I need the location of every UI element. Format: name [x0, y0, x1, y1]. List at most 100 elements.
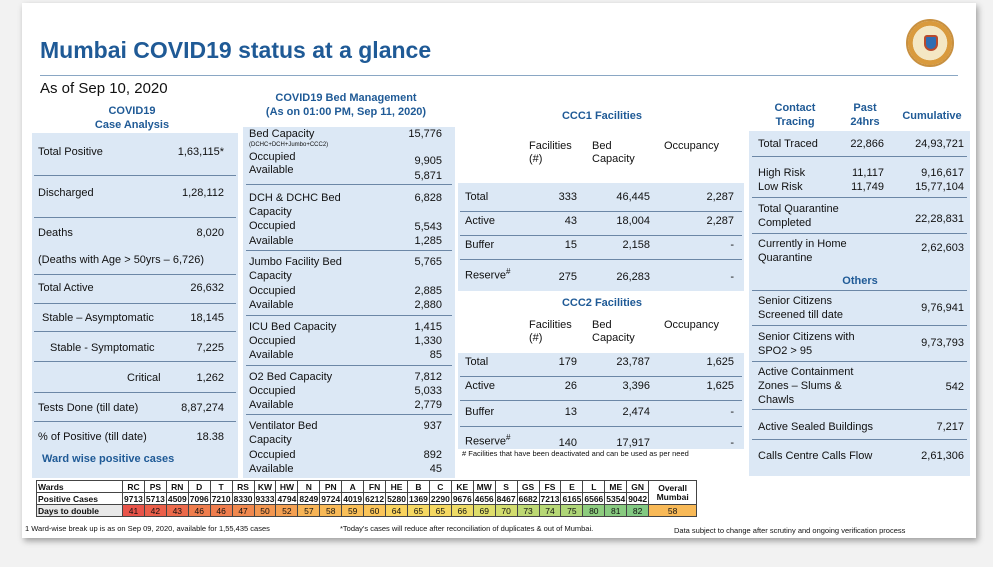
case-row-label: Discharged	[38, 187, 94, 199]
case-row-label: % of Positive (till date)	[38, 431, 147, 443]
ward-positive-cell: 9333	[253, 492, 277, 505]
ccc2-row-bed: 2,474	[622, 406, 650, 418]
ward-positive-cell: 7096	[187, 492, 211, 505]
ccc1-row-divider	[460, 259, 742, 260]
ward-positive-cell: 2290	[428, 492, 452, 505]
case-row-label: (Deaths with Age > 50yrs – 6,726)	[38, 254, 205, 266]
icu-available-label: Available	[249, 349, 294, 361]
ccc1-col-facilities: Facilities (#)	[529, 140, 572, 165]
icu-capacity-value: 1,415	[414, 321, 442, 333]
ward-name-cell: RN	[165, 480, 189, 493]
home-quarantine-label: Currently in Home Quarantine	[758, 238, 847, 264]
vent-occupied-label: Occupied	[249, 449, 296, 461]
ward-days-cell: 80	[582, 504, 606, 517]
ward-positive-cell: 7213	[538, 492, 562, 505]
jumbo-capacity-label-2: Capacity	[249, 270, 292, 282]
dch-capacity-label-2: Capacity	[249, 206, 292, 218]
total-traced-label: Total Traced	[758, 138, 818, 150]
ward-positive-cell: 5713	[143, 492, 167, 505]
jumbo-occupied-label: Occupied	[249, 285, 296, 297]
case-analysis-panel	[32, 133, 238, 478]
case-row-label: Total Positive	[38, 146, 103, 158]
ward-days-cell: 43	[165, 504, 189, 517]
ccc2-row-facilities: 26	[564, 380, 577, 392]
ward-positive-cell: 4794	[275, 492, 299, 505]
ward-name-cell: RC	[122, 480, 145, 493]
ccc1-row-divider	[460, 211, 742, 212]
ccc1-row-facilities: 15	[564, 239, 577, 251]
ward-positive-cell: 8249	[297, 492, 321, 505]
jumbo-capacity-label: Jumbo Facility Bed	[249, 256, 342, 268]
cumulative-heading: Cumulative	[902, 110, 962, 122]
high-risk-past: 11,117	[851, 167, 884, 179]
ccc2-row-divider	[460, 426, 742, 427]
total-traced-cum: 24,93,721	[915, 138, 964, 150]
ward-days-cell: 46	[187, 504, 211, 517]
ccc1-row-occupancy: -	[730, 271, 734, 283]
case-row-divider	[34, 217, 236, 218]
o2-capacity-label: O2 Bed Capacity	[249, 371, 333, 383]
ward-name-cell: ME	[604, 480, 628, 493]
ward-days-cell: 81	[604, 504, 628, 517]
case-row-divider	[34, 421, 236, 422]
ward-days-cell: 57	[297, 504, 321, 517]
ccc2-row-label: Total	[465, 356, 489, 368]
bed-management-heading: COVID19 Bed Management (As on 01:00 PM, …	[265, 92, 427, 118]
case-analysis-heading: COVID19 Case Analysis	[94, 105, 170, 131]
o2-available-value: 2,779	[414, 399, 442, 411]
ccc2-row-occupancy: -	[730, 437, 734, 449]
contact-tracing-panel	[749, 131, 970, 476]
municipal-emblem-icon	[906, 19, 954, 67]
ccc1-row-bed: 46,445	[616, 191, 650, 203]
ward-name-cell: RS	[231, 480, 255, 493]
ccc1-row-label: Active	[465, 215, 495, 227]
ward-days-cell: 65	[406, 504, 430, 517]
case-row-value: 1,262	[196, 372, 224, 384]
home-quarantine-cum: 2,62,603	[921, 242, 964, 254]
ccc2-row-label: Reserve#	[465, 433, 511, 448]
ward-positive-cell: 5354	[604, 492, 628, 505]
bed-capacity-value: 15,776	[408, 128, 442, 140]
ccc2-row-occupancy: 1,625	[706, 380, 734, 392]
ward-days-cell: 46	[209, 504, 233, 517]
ward-positive-cell: 5280	[385, 492, 408, 505]
ward-positive-cell: 9042	[626, 492, 650, 505]
dch-available-label: Available	[249, 235, 294, 247]
case-row-value: 8,87,274	[181, 402, 224, 414]
ward-wise-link[interactable]: Ward wise positive cases	[42, 453, 175, 465]
ccc1-row-facilities: 275	[558, 271, 577, 283]
dch-capacity-value: 6,828	[414, 192, 442, 204]
case-row-divider	[34, 274, 236, 275]
ward-positive-cell: 6566	[582, 492, 606, 505]
ccc1-row-label: Reserve#	[465, 267, 511, 282]
data-subject-footnote: Data subject to change after scrutiny an…	[674, 526, 906, 535]
ccc2-row-bed: 23,787	[616, 356, 650, 368]
ward-days-cell: 42	[143, 504, 167, 517]
vent-occupied-value: 892	[423, 449, 442, 461]
quarantine-cum: 22,28,831	[915, 213, 964, 225]
ccc1-row-facilities: 333	[558, 191, 577, 203]
ward-days-cell: 82	[626, 504, 650, 517]
ward-name-cell: D	[187, 480, 211, 493]
title-divider	[40, 75, 958, 76]
ccc1-col-bed: Bed Capacity	[592, 140, 635, 165]
ccc1-row-occupancy: -	[730, 239, 734, 251]
ccc1-row-bed: 2,158	[622, 239, 650, 251]
case-row-divider	[34, 175, 236, 176]
ward-name-cell: E	[560, 480, 584, 493]
low-risk-label: Low Risk	[758, 181, 803, 193]
ccc2-row-label: Active	[465, 380, 495, 392]
ccc2-row-facilities: 179	[558, 356, 577, 368]
ward-name-cell: N	[297, 480, 321, 493]
days-row-label: Days to double	[36, 504, 123, 517]
high-risk-cum: 9,16,617	[921, 167, 964, 179]
ward-name-cell: T	[209, 480, 233, 493]
case-row-label: Deaths	[38, 227, 73, 239]
ward-table: Wards RC PS RN D T RS KW HW N PN A FN HE B C KE MW S GS FS E L…	[36, 480, 698, 517]
ccc1-row-facilities: 43	[564, 215, 577, 227]
vent-available-value: 45	[429, 463, 442, 475]
icu-capacity-label: ICU Bed Capacity	[249, 321, 337, 333]
ward-days-cell: 50	[253, 504, 277, 517]
ward-name-cell: PN	[319, 480, 343, 493]
senior-spo2-label: Senior Citizens with SPO2 > 95	[758, 331, 855, 357]
